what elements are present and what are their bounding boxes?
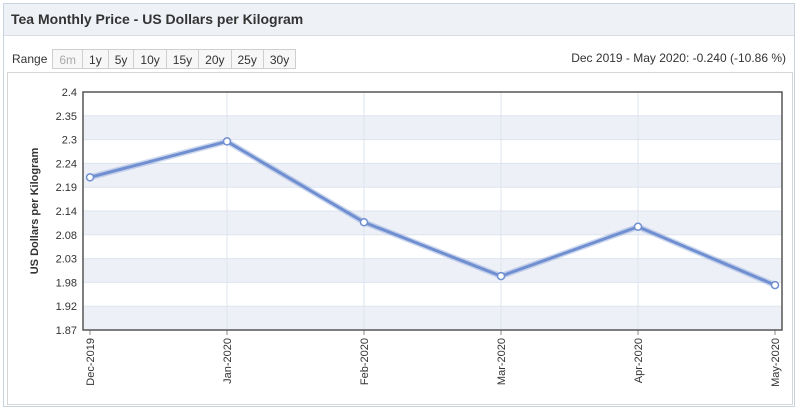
range-selector: Range 6m 1y 5y 10y 15y 20y 25y 30y bbox=[12, 48, 297, 70]
data-point bbox=[359, 217, 369, 227]
range-label: Range bbox=[12, 52, 48, 66]
y-tick-label: 1.87 bbox=[56, 325, 77, 337]
y-tick-label: 2.03 bbox=[56, 254, 77, 266]
price-change-summary: Dec 2019 - May 2020: -0.240 (-10.86 %) bbox=[571, 51, 786, 65]
range-20y-button[interactable]: 20y bbox=[198, 49, 232, 69]
y-tick-label: 2.19 bbox=[56, 182, 77, 194]
title-bar: Tea Monthly Price - US Dollars per Kilog… bbox=[4, 4, 794, 36]
x-tick-label: Mar-2020 bbox=[496, 338, 508, 385]
plot-band bbox=[83, 258, 782, 283]
data-point bbox=[222, 137, 232, 146]
plot-band bbox=[83, 163, 782, 188]
data-point bbox=[770, 280, 780, 290]
range-30y-button[interactable]: 30y bbox=[262, 49, 297, 69]
y-tick-label: 2.08 bbox=[56, 230, 77, 242]
data-point bbox=[85, 173, 95, 182]
x-tick-label: May-2020 bbox=[770, 338, 782, 387]
range-5y-button[interactable]: 5y bbox=[107, 49, 135, 69]
x-tick-label: Dec-2019 bbox=[85, 338, 97, 386]
y-tick-label: 1.92 bbox=[56, 301, 77, 313]
chart-widget: Tea Monthly Price - US Dollars per Kilog… bbox=[3, 3, 795, 407]
line-chart: 1.87 1.92 1.98 2.03 2.08 2.14 2.19 2.24 2.3 2.35 2… bbox=[29, 87, 783, 387]
y-tick-label: 2.35 bbox=[56, 111, 77, 123]
y-tick-label: 2.4 bbox=[62, 87, 77, 99]
plot-band bbox=[83, 115, 782, 140]
y-tick-label: 2.3 bbox=[62, 135, 77, 147]
data-point bbox=[633, 222, 643, 231]
range-10y-button[interactable]: 10y bbox=[133, 49, 167, 69]
y-tick-label: 1.98 bbox=[56, 277, 77, 289]
x-tick-label: Apr-2020 bbox=[633, 338, 645, 383]
x-tick-label: Jan-2020 bbox=[222, 338, 234, 384]
y-axis-title: US Dollars per Kilogram bbox=[29, 148, 41, 275]
range-25y-button[interactable]: 25y bbox=[230, 49, 264, 69]
range-15y-button[interactable]: 15y bbox=[165, 49, 200, 69]
y-tick-label: 2.14 bbox=[56, 206, 77, 218]
series-line bbox=[89, 139, 776, 287]
plot-border bbox=[82, 91, 783, 331]
range-1y-button[interactable]: 1y bbox=[82, 49, 109, 69]
chart-title: Tea Monthly Price - US Dollars per Kilog… bbox=[11, 11, 304, 27]
plot-panel: 1.87 1.92 1.98 2.03 2.08 2.14 2.19 2.24 2.3 2.35 2… bbox=[7, 72, 793, 405]
plot-band bbox=[83, 211, 782, 235]
y-tick-label: 2.24 bbox=[56, 158, 77, 170]
x-tick-label: Feb-2020 bbox=[359, 338, 371, 385]
data-point bbox=[496, 271, 506, 281]
range-6m-button[interactable]: 6m bbox=[52, 49, 84, 69]
plot-band bbox=[83, 306, 782, 330]
